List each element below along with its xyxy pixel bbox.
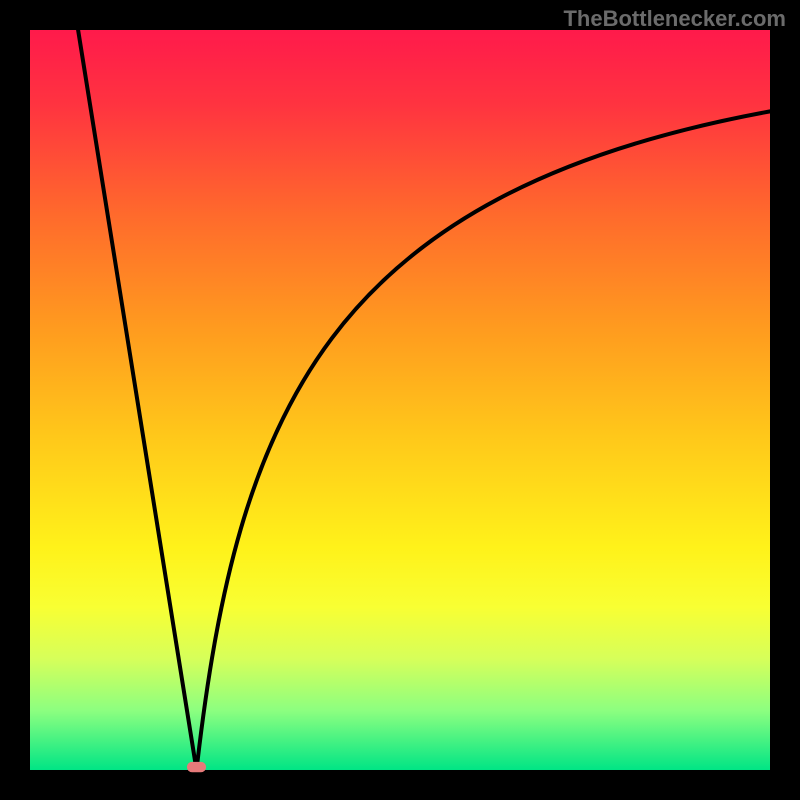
minimum-marker [187, 762, 206, 772]
bottleneck-plot [0, 0, 800, 800]
plot-background-gradient [30, 30, 770, 770]
watermark-text: TheBottlenecker.com [563, 6, 786, 32]
figure-container: TheBottlenecker.com [0, 0, 800, 800]
